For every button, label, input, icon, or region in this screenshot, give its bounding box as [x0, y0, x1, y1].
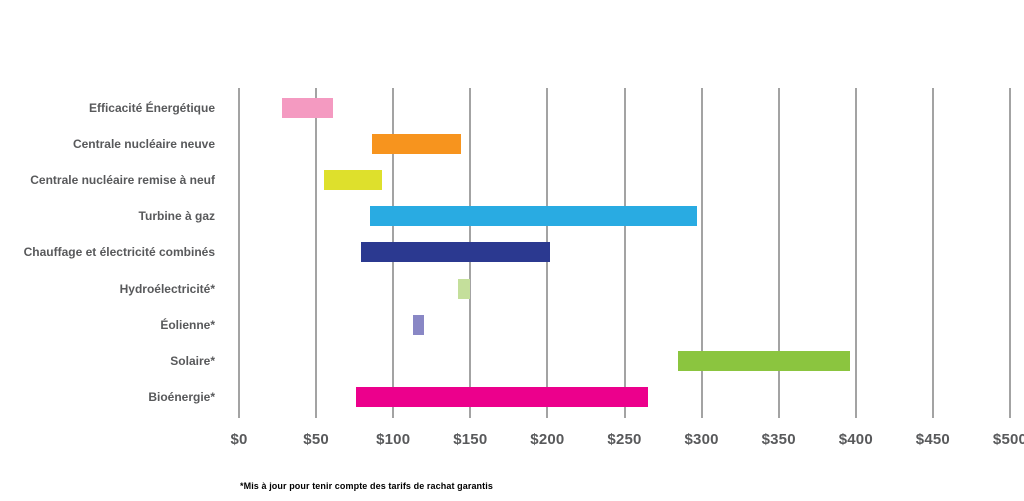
- category-label: Éolienne*: [160, 317, 215, 332]
- category-label: Centrale nucléaire remise à neuf: [30, 173, 215, 188]
- range-bar: [282, 98, 334, 118]
- gridline: [854, 88, 857, 418]
- category-label: Solaire*: [170, 353, 215, 368]
- range-bar: [323, 170, 383, 191]
- gridline: [700, 88, 703, 418]
- range-bar: [413, 314, 425, 335]
- gridline: [931, 88, 934, 418]
- x-axis-tick-label: $200: [530, 431, 565, 448]
- range-bar: [360, 242, 551, 263]
- category-label: Chauffage et électricité combinés: [23, 245, 215, 260]
- x-axis-tick-label: $450: [915, 431, 950, 448]
- category-label: Centrale nucléaire neuve: [72, 137, 215, 152]
- x-axis-tick-label: $50: [303, 431, 329, 448]
- x-axis-tick-label: $350: [761, 431, 796, 448]
- x-axis-tick-label: $0: [230, 431, 248, 448]
- category-label: Hydroélectricité*: [119, 281, 215, 296]
- range-bar: [678, 350, 850, 371]
- gridline: [777, 88, 780, 418]
- range-bar: [356, 386, 648, 407]
- gridline: [238, 88, 240, 418]
- category-label: Efficacité Énergétique: [88, 101, 215, 115]
- x-axis-tick-label: $500: [992, 431, 1024, 448]
- gridline: [1009, 88, 1011, 418]
- chart-footnote: *Mis à jour pour tenir compte des tarifs…: [240, 481, 493, 491]
- x-axis-tick-label: $300: [684, 431, 719, 448]
- range-bar: [371, 134, 462, 155]
- range-bar: [457, 278, 471, 299]
- x-axis-tick-label: $250: [607, 431, 642, 448]
- gridline: [623, 88, 626, 418]
- x-axis-tick-label: $100: [376, 431, 411, 448]
- category-label: Turbine à gaz: [138, 209, 215, 224]
- range-bar: [370, 206, 697, 227]
- x-axis-tick-label: $400: [838, 431, 873, 448]
- gridline: [315, 88, 318, 418]
- category-label: Bioénergie*: [148, 389, 215, 404]
- x-axis-tick-label: $150: [453, 431, 488, 448]
